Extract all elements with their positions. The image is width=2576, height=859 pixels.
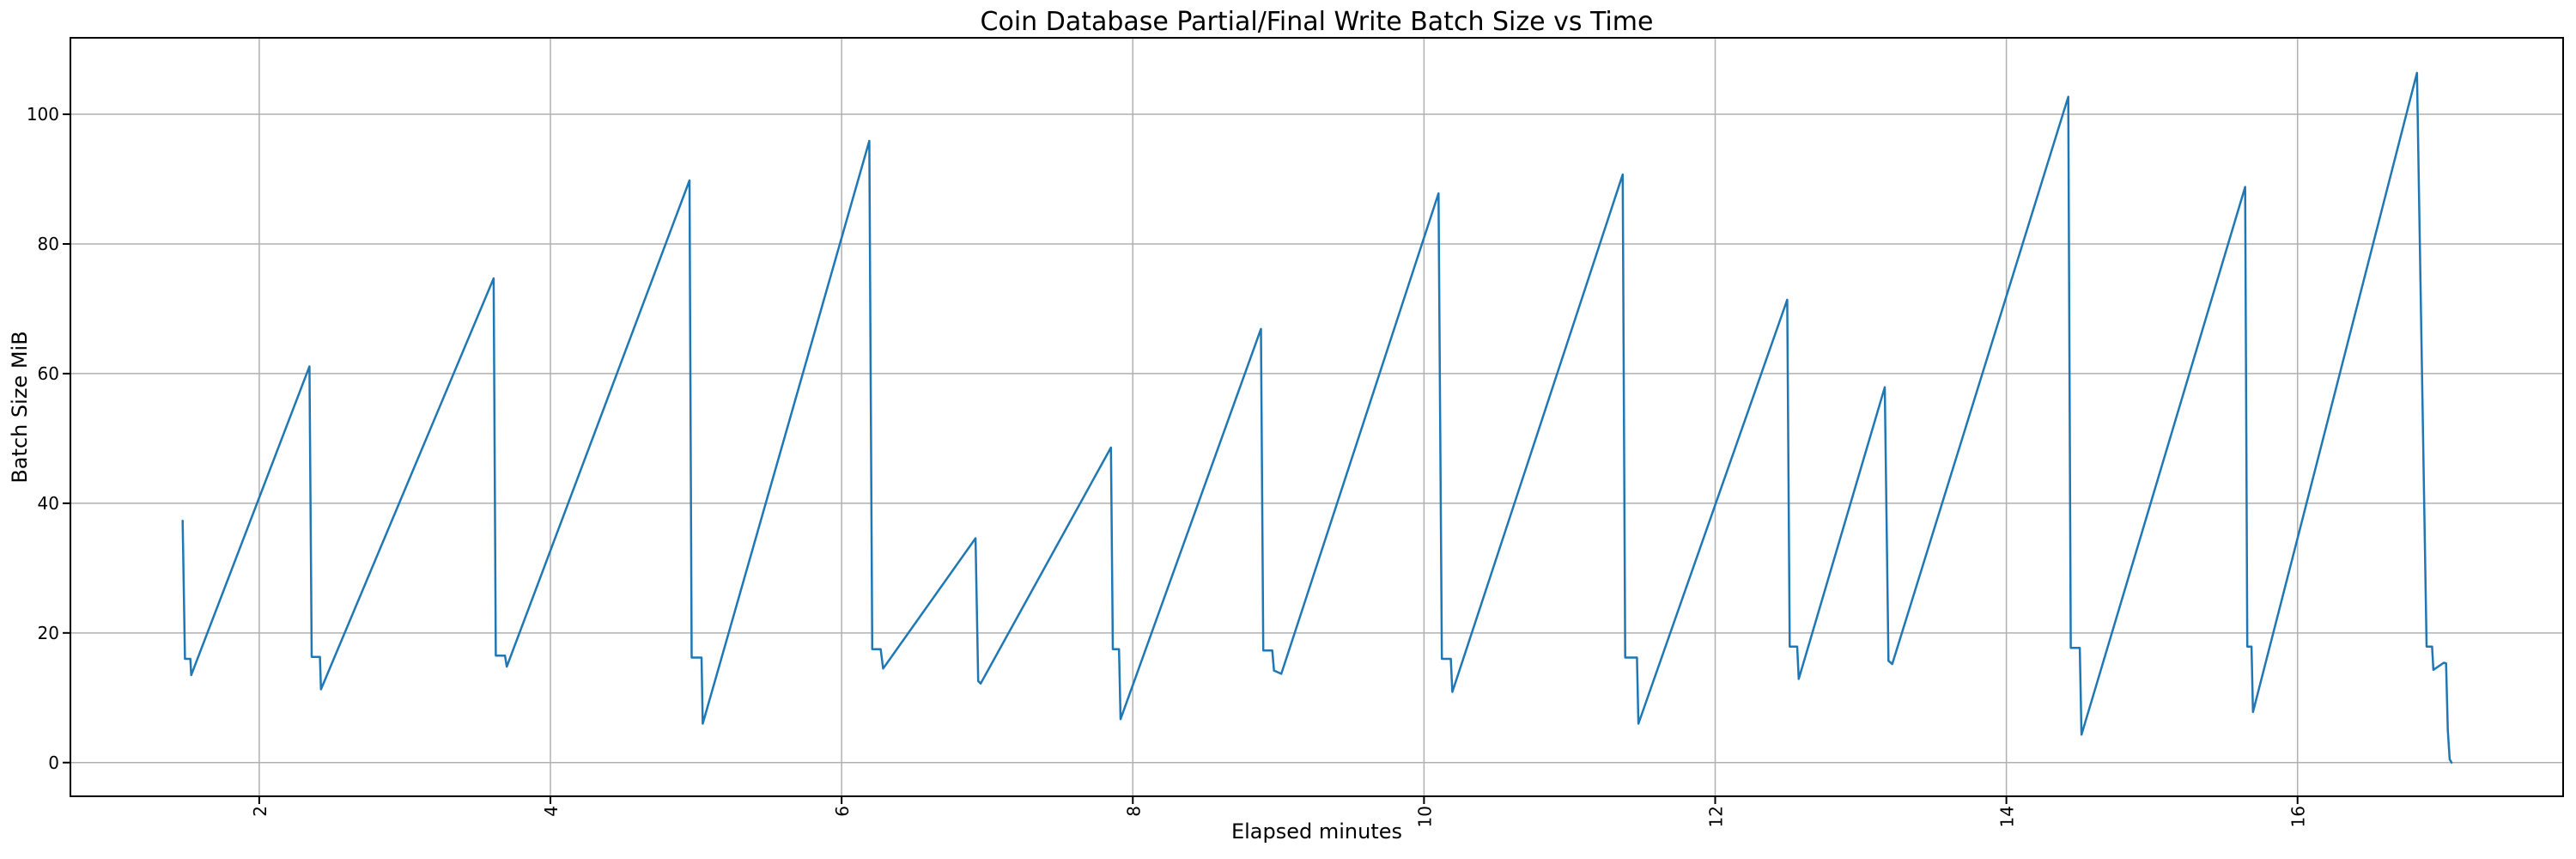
x-tick-label: 16 [2288, 806, 2309, 827]
y-axis-label: Batch Size MiB [8, 331, 32, 484]
y-tick-label: 40 [38, 493, 59, 514]
x-tick-label: 8 [1123, 806, 1144, 817]
chart-title: Coin Database Partial/Final Write Batch … [980, 7, 1654, 37]
y-tick-label: 0 [48, 752, 59, 773]
y-tick-label: 80 [38, 234, 59, 254]
x-tick-label: 6 [832, 806, 853, 817]
y-tick-label: 100 [27, 104, 59, 125]
y-tick-label: 20 [38, 623, 59, 643]
x-tick-label: 2 [250, 806, 270, 817]
data-series-line [181, 71, 2453, 765]
x-tick-label: 4 [541, 806, 562, 817]
x-axis-label: Elapsed minutes [1230, 819, 1403, 844]
plot-border [70, 37, 2564, 797]
x-tick-label: 14 [1997, 806, 2018, 827]
x-tick-label: 12 [1705, 806, 1726, 827]
x-tick-label: 10 [1414, 806, 1435, 827]
y-tick-label: 60 [38, 363, 59, 384]
